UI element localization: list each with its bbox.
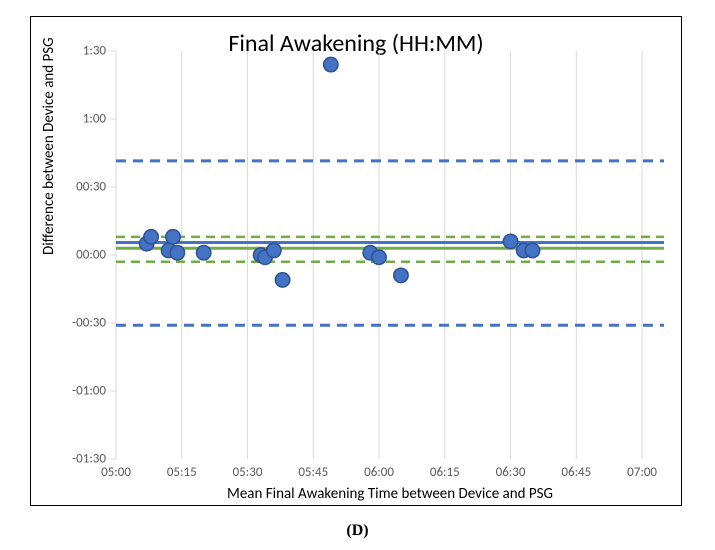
x-tick-label: 05:00 — [101, 465, 131, 480]
x-tick-label: 05:15 — [167, 465, 197, 480]
y-tick-label: 1:00 — [83, 112, 106, 127]
x-axis-label: Mean Final Awakening Time between Device… — [227, 485, 553, 503]
x-tick-label: 06:45 — [561, 465, 591, 480]
figure-caption: (D) — [0, 522, 715, 540]
plot-area — [116, 51, 664, 459]
y-tick-label: 1:30 — [83, 44, 106, 59]
y-tick-label: 00:30 — [76, 180, 106, 195]
x-tick-label: 05:30 — [233, 465, 263, 480]
plot-svg — [116, 51, 664, 459]
y-tick-label: -01:30 — [72, 452, 106, 467]
y-axis-label: Difference between Device and PSG — [40, 37, 58, 255]
x-tick-label: 06:15 — [430, 465, 460, 480]
y-tick-label: -00:30 — [72, 316, 106, 331]
x-tick-label: 06:00 — [364, 465, 394, 480]
figure-container: { "chart": { "type": "scatter", "title":… — [0, 0, 715, 550]
y-tick-label: -01:00 — [72, 384, 106, 399]
x-tick-label: 06:30 — [496, 465, 526, 480]
x-tick-label: 07:00 — [627, 465, 657, 480]
x-tick-label: 05:45 — [298, 465, 328, 480]
chart-border: Final Awakening (HH:MM) Mean Final Awake… — [30, 16, 682, 506]
y-tick-label: 00:00 — [76, 248, 106, 263]
